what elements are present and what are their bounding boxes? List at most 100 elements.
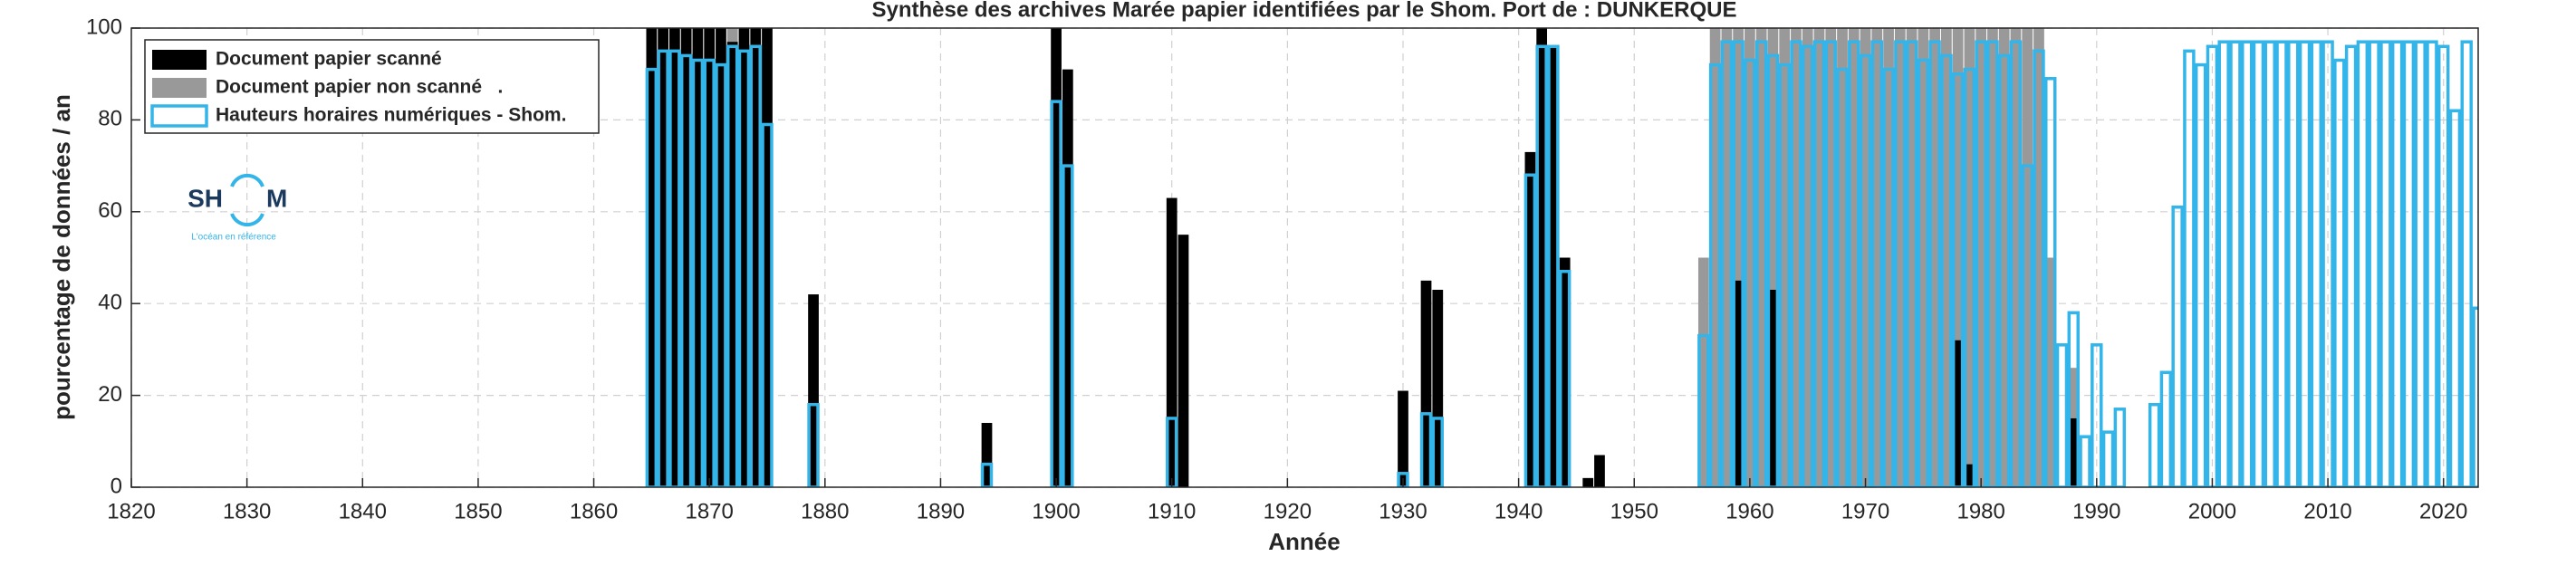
legend-box (144, 39, 600, 134)
legend-swatch (152, 50, 207, 70)
bar (2368, 40, 2380, 487)
bar (2333, 58, 2346, 487)
bar (1582, 477, 1594, 487)
bar (1523, 173, 1537, 487)
bar (1998, 28, 2010, 487)
x-tick-label: 1910 (1148, 499, 1196, 523)
x-tick-label: 1970 (1841, 499, 1889, 523)
x-tick-label: 2000 (2188, 499, 2236, 523)
bar (1825, 28, 1837, 487)
bar (1420, 280, 1432, 487)
bar (1975, 40, 1987, 487)
bar (762, 28, 773, 487)
bar (2159, 370, 2173, 487)
bar (1894, 28, 1906, 487)
bar (2275, 40, 2288, 487)
bar (1419, 412, 1433, 487)
bar (1051, 28, 1062, 487)
y-axis-label: pourcentage de données / an (48, 94, 75, 420)
bar (2414, 40, 2427, 487)
logo-ring (230, 173, 264, 227)
bar (1050, 100, 1062, 487)
x-tick-label: 1930 (1379, 499, 1427, 523)
legend-label: Hauteurs horaires numériques - Shom. (216, 105, 566, 126)
bar (1594, 455, 1605, 487)
bar (1964, 28, 1975, 487)
bar (2194, 62, 2207, 487)
bar (1860, 28, 1871, 487)
bar (1779, 28, 1791, 487)
bar (750, 28, 762, 487)
bar (1813, 28, 1825, 487)
x-tick-label: 1980 (1956, 499, 2004, 523)
bar (2287, 40, 2300, 487)
bar (1767, 28, 1779, 487)
y-tick-label: 20 (98, 382, 122, 407)
bar (2217, 40, 2230, 487)
bar (1790, 40, 1802, 487)
x-tick-label: 1990 (2072, 499, 2120, 523)
bar (716, 28, 726, 487)
bar (1744, 58, 1756, 487)
bar (2460, 40, 2473, 487)
logo-text: SH (187, 184, 223, 212)
bar (2379, 40, 2392, 487)
x-tick-label: 1960 (1725, 499, 1773, 523)
bar (1062, 164, 1074, 487)
bar (1801, 44, 1814, 487)
bar (1535, 44, 1548, 487)
bar (1708, 62, 1722, 487)
bar (1432, 289, 1444, 487)
bar (2009, 40, 2023, 487)
y-tick-label: 80 (98, 107, 122, 131)
bar (2321, 40, 2334, 487)
bar (2044, 77, 2057, 487)
bar (2067, 311, 2081, 487)
bar (1536, 28, 1548, 487)
bar (1431, 417, 1445, 487)
bar (1848, 40, 1860, 487)
bar (1871, 28, 1883, 487)
x-tick-label: 1890 (917, 499, 965, 523)
legend-swatch (150, 104, 208, 128)
bar (1883, 28, 1894, 487)
bar (1824, 40, 1837, 487)
bar (808, 294, 819, 487)
bar (2241, 40, 2254, 487)
bar (1894, 40, 1907, 487)
bar (2344, 44, 2358, 487)
bar (981, 423, 993, 487)
bar (1559, 257, 1571, 487)
bar (2264, 40, 2276, 487)
bar (1720, 40, 1734, 487)
bar (704, 28, 716, 487)
bar (1755, 28, 1767, 487)
legend: Document papier scanné Document papier no… (144, 39, 600, 134)
bar (1964, 464, 1975, 487)
logo-tagline: L'océan en référence (191, 233, 276, 243)
bar (2437, 44, 2450, 487)
bar (2472, 306, 2478, 487)
bar (1547, 44, 1560, 487)
x-tick-label: 1840 (339, 499, 387, 523)
bar (749, 44, 762, 487)
ticks: 1820 1830 1840 1850 1860 1870 1880 1890 1900 1910… (86, 14, 2467, 523)
x-axis-label: Année (1268, 528, 1340, 555)
bar (1802, 28, 1813, 487)
bar (2426, 40, 2438, 487)
bar (1778, 62, 1791, 487)
bar (1906, 28, 1918, 487)
bar (691, 58, 705, 487)
bar (715, 62, 727, 487)
bar (1987, 28, 1998, 487)
bar (1837, 28, 1848, 487)
bar (1929, 28, 1940, 487)
bar (1928, 40, 1941, 487)
bar (2022, 28, 2033, 487)
bar (1697, 333, 1710, 487)
legend-label: Document papier scanné (216, 49, 442, 70)
bar (1952, 340, 1964, 487)
bar (1870, 40, 1884, 487)
bar (726, 42, 738, 487)
